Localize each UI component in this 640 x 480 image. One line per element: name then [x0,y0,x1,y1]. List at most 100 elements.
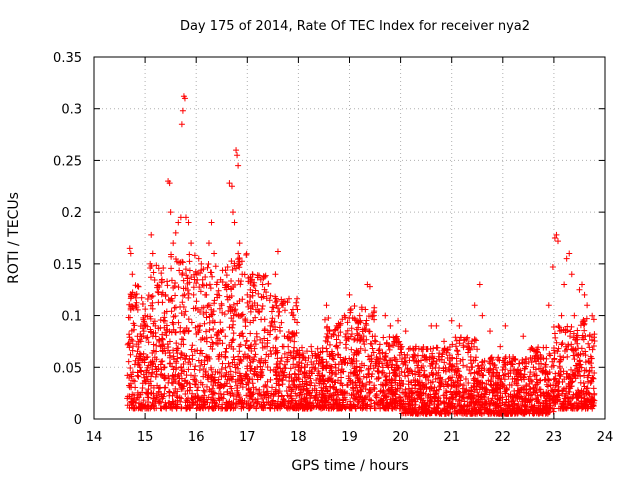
data-point [261,335,268,342]
data-point [134,394,141,401]
data-point [155,289,162,296]
data-point [281,397,288,404]
data-point [341,312,348,319]
data-point [237,357,244,364]
data-point [309,364,316,371]
data-point [386,333,393,340]
data-point [285,383,292,390]
data-point [127,364,134,371]
data-point [557,373,564,380]
data-point [149,299,156,306]
data-point [250,398,257,405]
data-point [429,350,436,357]
data-point [463,363,470,370]
data-point [159,348,166,355]
data-point [226,303,233,310]
data-point [269,384,276,391]
x-tick-label: 24 [597,430,614,445]
data-point [297,401,304,408]
data-point [505,373,512,380]
data-point [562,398,569,405]
x-tick-label: 19 [341,430,358,445]
data-point [556,365,563,372]
data-point [259,281,266,288]
data-point [478,359,485,366]
data-point [197,379,204,386]
data-point [234,365,241,372]
data-point [321,403,328,410]
data-point [532,389,539,396]
data-point [170,389,177,396]
data-point [195,357,202,364]
data-point [445,375,452,382]
data-point [509,361,516,368]
data-point [402,373,409,380]
data-point [565,374,572,381]
data-point [564,404,571,411]
data-point [278,319,285,326]
data-point [518,371,525,378]
data-point [223,369,230,376]
data-point [148,294,155,301]
data-point [586,344,593,351]
data-point [460,344,467,351]
data-point [274,361,281,368]
data-point [155,389,162,396]
data-point [382,350,389,357]
data-point [348,404,355,411]
data-point [586,368,593,375]
data-point [216,397,223,404]
data-point [474,370,481,377]
data-point [176,267,183,274]
data-point [540,390,547,397]
data-point [385,364,392,371]
data-point [502,402,509,409]
data-point [406,398,413,405]
data-point [393,362,400,369]
data-point [426,402,433,409]
data-point [334,351,341,358]
data-point [543,381,550,388]
data-point [350,387,357,394]
data-point [552,370,559,377]
data-point [246,391,253,398]
data-point [402,362,409,369]
data-point [219,267,226,274]
data-point [201,388,208,395]
data-point [559,340,566,347]
data-point [243,337,250,344]
data-point [337,339,344,346]
data-point [203,338,210,345]
data-point [230,405,237,412]
data-point [257,336,264,343]
data-point [489,357,496,364]
data-point [228,277,235,284]
data-point [258,368,265,375]
data-point [275,389,282,396]
data-point [361,341,368,348]
data-point [490,372,497,379]
data-point [178,370,185,377]
data-point [357,364,364,371]
x-tick-label: 16 [188,430,205,445]
data-point [143,335,150,342]
data-point [477,405,484,412]
data-point [174,355,181,362]
data-point [138,368,145,375]
data-point [359,405,366,412]
data-point [452,343,459,350]
data-point [189,352,196,359]
data-point [178,341,185,348]
data-point [461,398,468,405]
data-point [404,372,411,379]
data-point [563,255,570,262]
data-point [144,399,151,405]
data-point [362,347,369,354]
data-point [257,363,264,370]
data-point [368,355,375,362]
data-point [152,373,159,380]
data-point [450,363,457,370]
data-point [140,350,147,357]
data-point [229,267,236,274]
data-point [262,359,269,366]
